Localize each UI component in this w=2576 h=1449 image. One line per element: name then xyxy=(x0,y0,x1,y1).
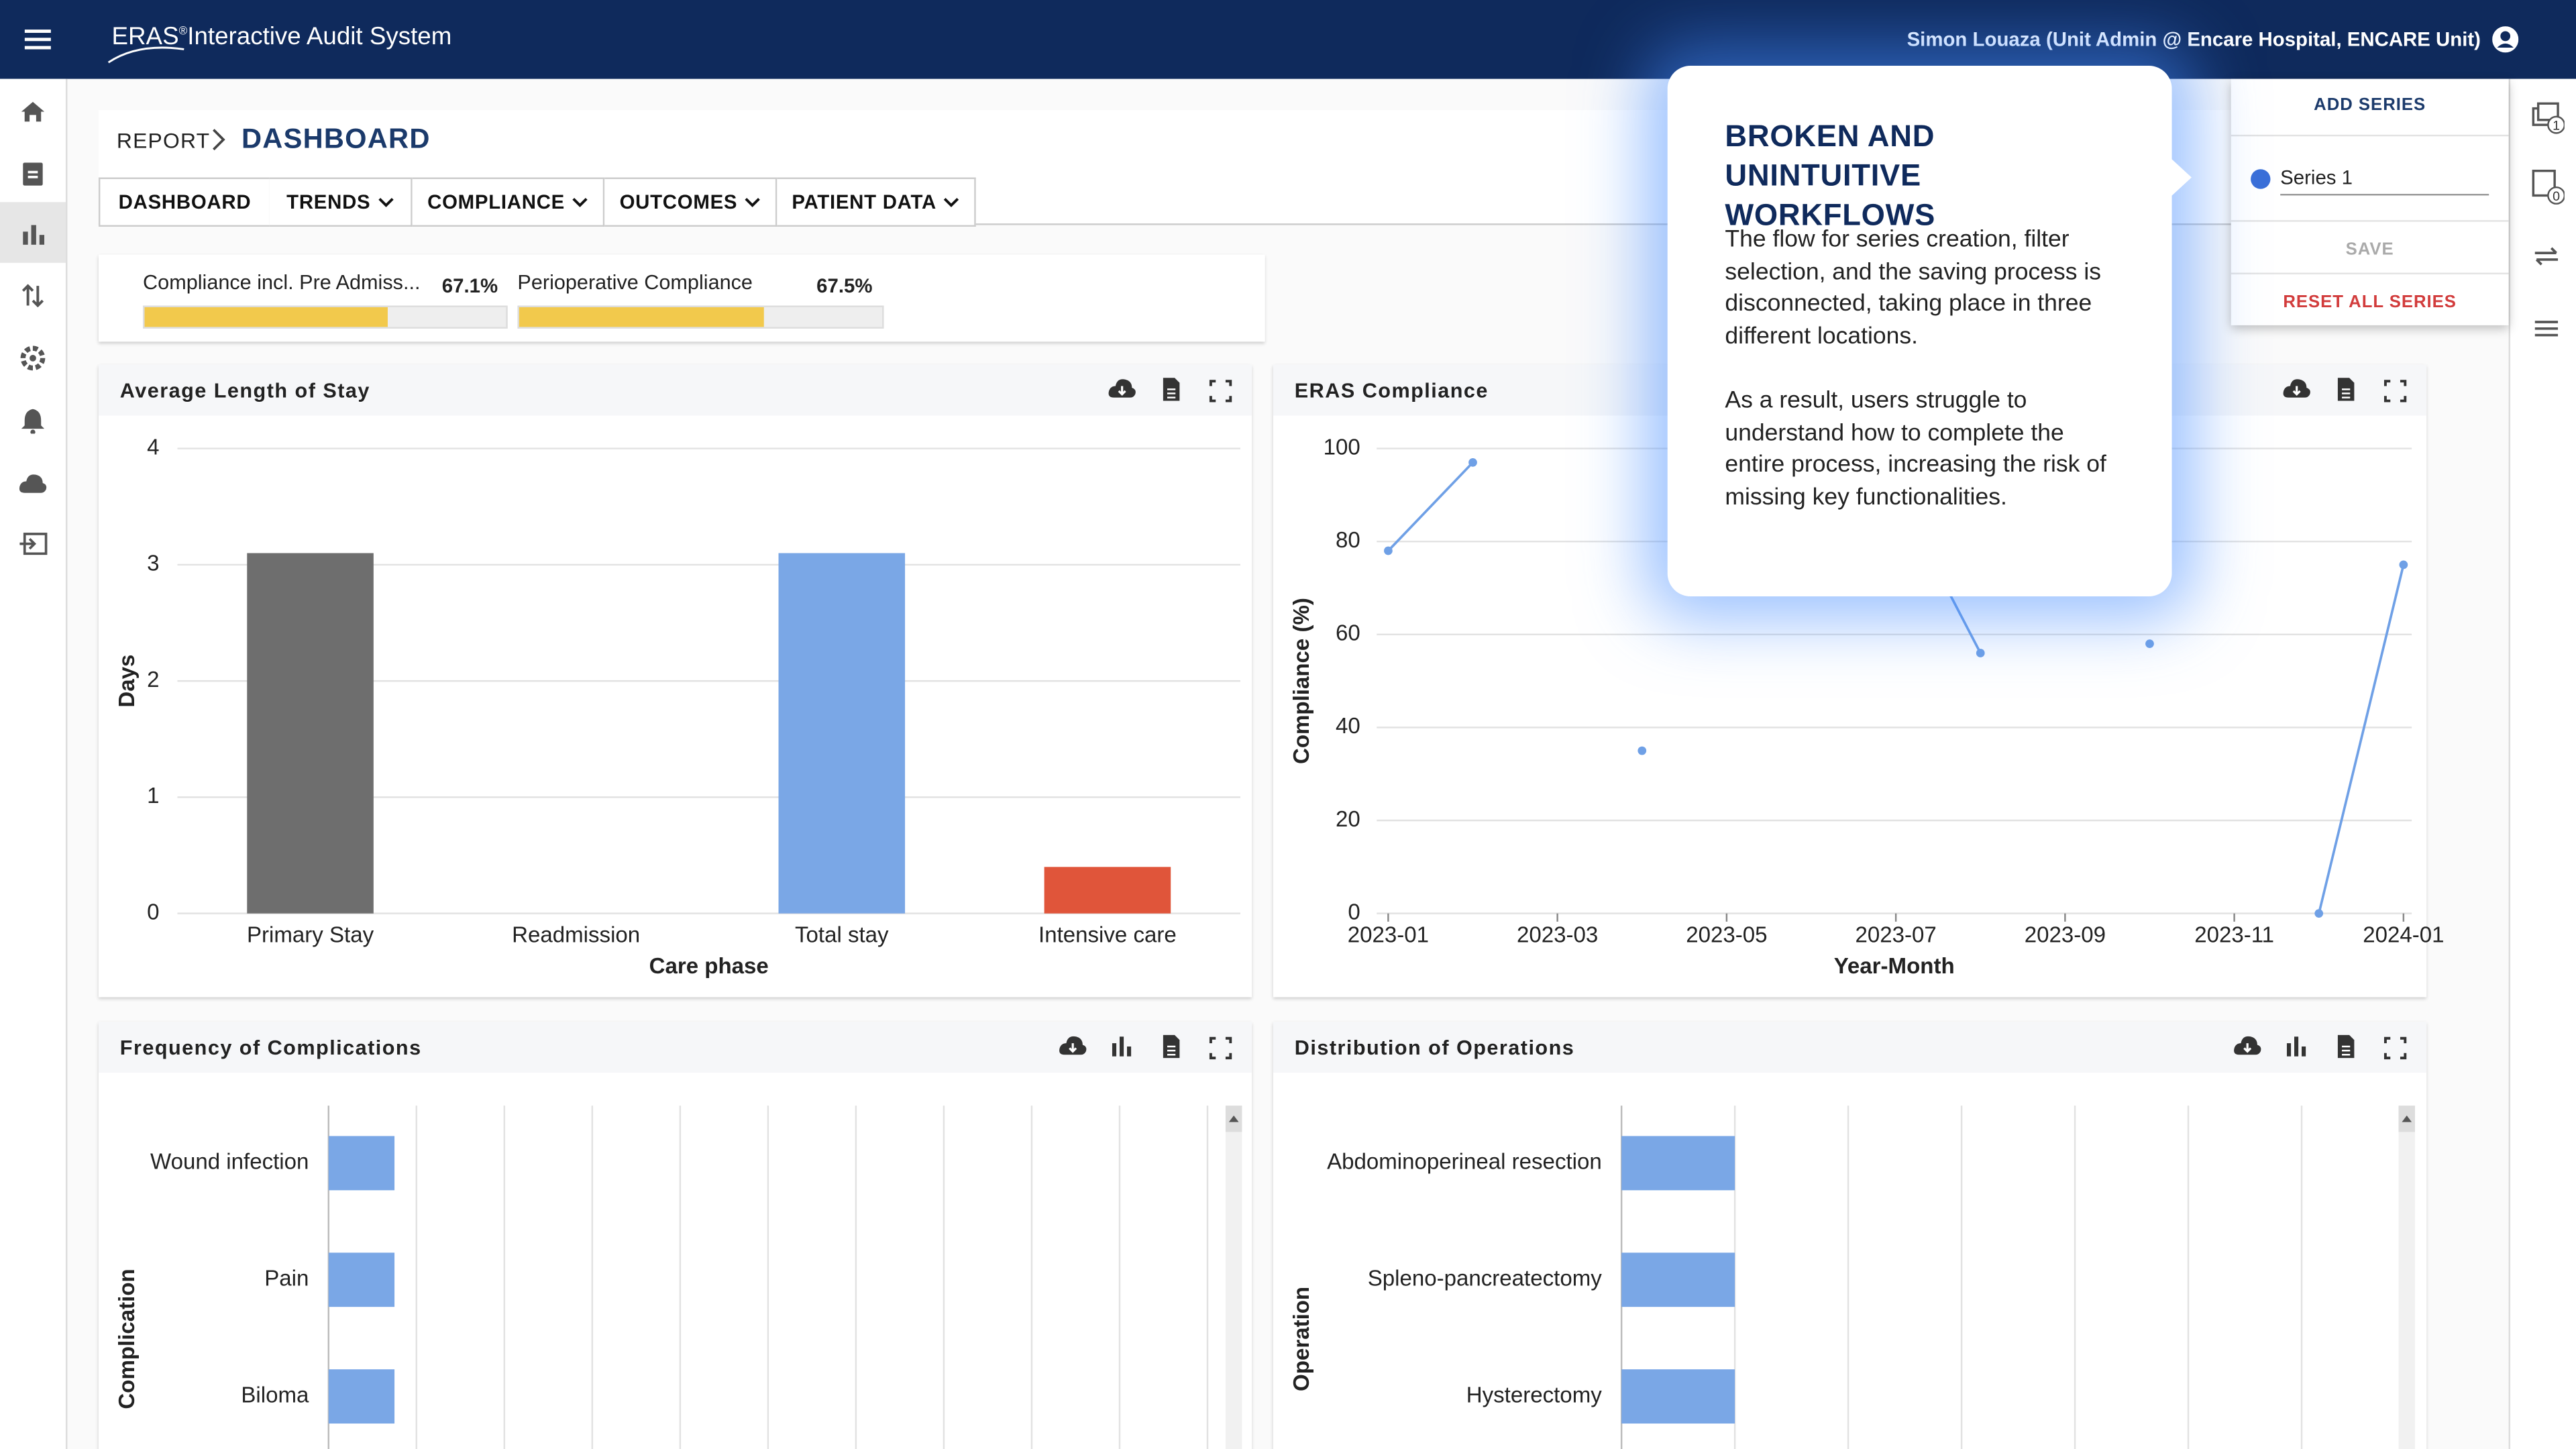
filter-icon[interactable]: 0 xyxy=(2532,169,2565,205)
point xyxy=(2145,639,2154,648)
badge: 0 xyxy=(2553,189,2560,204)
point xyxy=(1384,547,1393,555)
save-button[interactable]: SAVE xyxy=(2231,240,2509,260)
point xyxy=(1468,458,1477,467)
y-tick-label: Pain xyxy=(264,1266,309,1291)
series-icon[interactable]: 1 xyxy=(2532,102,2565,135)
x-tick-label: Primary Stay xyxy=(247,923,374,948)
swap-icon[interactable] xyxy=(2533,245,2559,268)
badge: 1 xyxy=(2553,118,2560,133)
annotation-popup: BROKEN AND UNINTUITIVE WORKFLOWS The flo… xyxy=(1668,66,2172,596)
x-tick-label: Total stay xyxy=(795,923,889,948)
bar xyxy=(1621,1252,1735,1307)
x-tick-label: 2024-01 xyxy=(2363,923,2444,948)
bar xyxy=(329,1136,394,1190)
point xyxy=(2399,560,2408,569)
series-panel: ADD SERIES Series 1 SAVE RESET ALL SERIE… xyxy=(2231,79,2509,325)
point xyxy=(2314,909,2323,918)
x-tick-label: 2023-09 xyxy=(2025,923,2106,948)
y-tick-label: Wound infection xyxy=(150,1150,309,1175)
add-series[interactable]: ADD SERIES xyxy=(2231,95,2509,115)
y-tick-label: 20 xyxy=(1336,807,1360,832)
bar xyxy=(779,553,906,914)
y-tick-label: Hysterectomy xyxy=(1466,1383,1602,1407)
x-tick-label: 2023-01 xyxy=(1348,923,1429,948)
x-tick-label: 2023-05 xyxy=(1686,923,1767,948)
y-tick-label: Biloma xyxy=(241,1383,309,1407)
input-underline xyxy=(2280,194,2489,195)
divider xyxy=(2231,273,2509,274)
x-tick-label: Readmission xyxy=(512,923,640,948)
bar xyxy=(247,553,374,914)
y-tick-label: Abdominoperineal resection xyxy=(1327,1150,1602,1175)
x-tick-label: 2023-11 xyxy=(2194,923,2274,948)
x-tick-label: 2023-03 xyxy=(1517,923,1598,948)
x-axis-label: Year-Month xyxy=(1834,954,1955,979)
list-icon[interactable] xyxy=(2533,319,2559,338)
right-rail: 1 0 xyxy=(2509,79,2576,1449)
y-tick-label: 100 xyxy=(1324,435,1360,460)
y-axis-label: Days xyxy=(115,655,140,708)
divider xyxy=(2231,135,2509,136)
point xyxy=(1638,747,1646,755)
y-tick-label: 3 xyxy=(147,551,159,576)
popup-title: BROKEN AND UNINTUITIVE WORKFLOWS xyxy=(1725,117,2135,235)
y-tick-label: Spleno-pancreatectomy xyxy=(1368,1266,1603,1291)
y-tick-label: 40 xyxy=(1336,714,1360,739)
series-dot xyxy=(2251,169,2270,189)
y-tick-label: 0 xyxy=(147,900,159,924)
popup-text: The flow for series creation, filter sel… xyxy=(1725,225,2127,354)
y-axis-label: Complication xyxy=(115,1269,140,1409)
y-tick-label: 2 xyxy=(147,667,159,692)
bar xyxy=(329,1252,394,1307)
y-tick-label: 0 xyxy=(1348,900,1360,924)
y-axis-label: Operation xyxy=(1289,1287,1314,1391)
y-axis-label: Compliance (%) xyxy=(1289,598,1314,764)
bar xyxy=(1621,1136,1735,1190)
popup-text: As a result, users struggle to understan… xyxy=(1725,386,2127,515)
y-tick-label: 4 xyxy=(147,435,159,460)
y-tick-label: 60 xyxy=(1336,621,1360,646)
popup-pointer xyxy=(2170,158,2193,197)
bar xyxy=(1044,867,1171,913)
y-tick-label: 80 xyxy=(1336,528,1360,553)
point xyxy=(1976,649,1985,657)
x-axis-label: Care phase xyxy=(649,954,769,979)
bar xyxy=(1621,1369,1735,1424)
reset-button[interactable]: RESET ALL SERIES xyxy=(2231,292,2509,312)
x-tick-label: 2023-07 xyxy=(1855,923,1936,948)
scrollbar xyxy=(2399,1106,2415,1449)
x-tick-label: Intensive care xyxy=(1038,923,1177,948)
scrollbar xyxy=(1226,1106,1242,1449)
series-name[interactable]: Series 1 xyxy=(2280,166,2353,189)
bar xyxy=(329,1369,394,1424)
divider xyxy=(2231,220,2509,221)
y-tick-label: 1 xyxy=(147,784,159,808)
